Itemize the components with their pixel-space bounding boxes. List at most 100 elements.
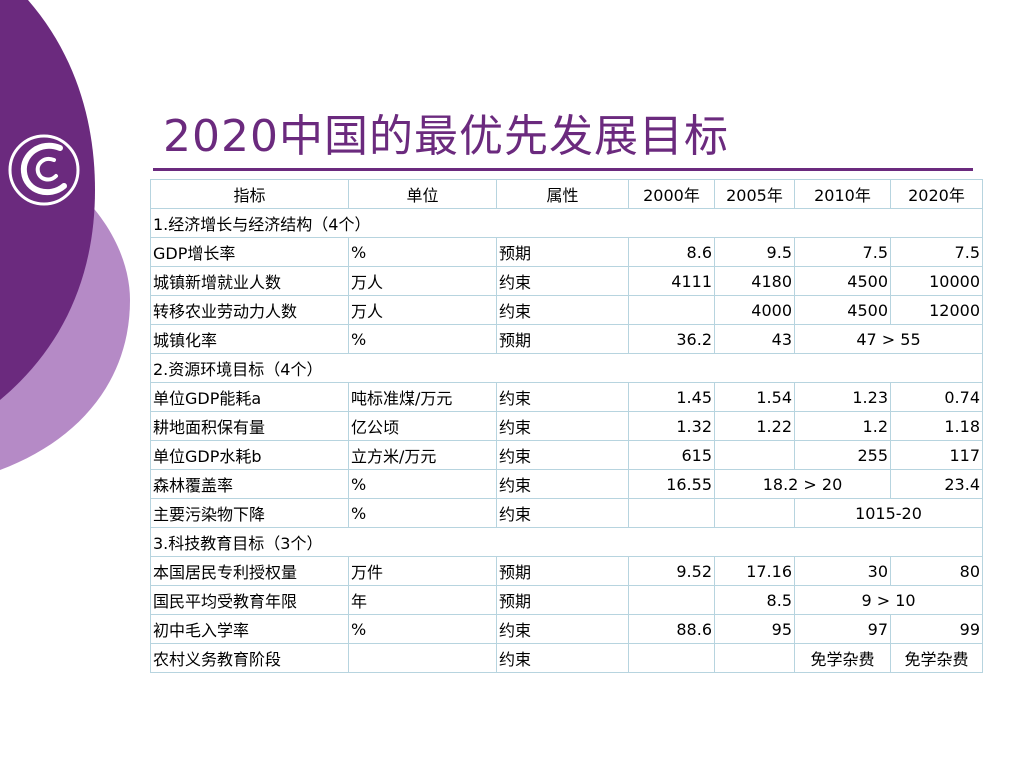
cell-unit: %: [348, 498, 497, 528]
table-row: 农村义务教育阶段 约束 免学杂费 免学杂费: [150, 643, 983, 673]
cell-attribute: 预期: [496, 556, 629, 586]
section-label: 3.科技教育目标（3个）: [150, 527, 983, 557]
cell-y2005: [714, 498, 795, 528]
cell-attribute: 约束: [496, 295, 629, 325]
targets-table: 指标 单位 属性 2000年 2005年 2010年 2020年 1.经济增长与…: [150, 179, 983, 673]
cell-indicator: GDP增长率: [150, 237, 349, 267]
cell-unit: %: [348, 469, 497, 499]
table-row: 城镇新增就业人数 万人 约束 4111 4180 4500 10000: [150, 266, 983, 296]
cell-indicator: 城镇新增就业人数: [150, 266, 349, 296]
cell-y2000: 88.6: [628, 614, 715, 644]
swirl-logo-icon: [8, 134, 80, 206]
cell-unit: %: [348, 324, 497, 354]
cell-y2010: 30: [794, 556, 891, 586]
section-label: 1.经济增长与经济结构（4个）: [150, 208, 983, 238]
title-underline: [153, 168, 973, 171]
table-row: 本国居民专利授权量 万件 预期 9.52 17.16 30 80: [150, 556, 983, 586]
cell-y2010: 1.23: [794, 382, 891, 412]
cell-y2020: 117: [890, 440, 983, 470]
cell-attribute: 预期: [496, 324, 629, 354]
cell-y2000: 4111: [628, 266, 715, 296]
cell-unit: [348, 643, 497, 673]
cell-attribute: 约束: [496, 266, 629, 296]
decorative-side-shapes: [0, 0, 130, 470]
cell-y2005: 43: [714, 324, 795, 354]
cell-indicator: 耕地面积保有量: [150, 411, 349, 441]
cell-y2020: 23.4: [890, 469, 983, 499]
cell-y2010: 7.5: [794, 237, 891, 267]
cell-y2005: 1.22: [714, 411, 795, 441]
cell-y2020: 7.5: [890, 237, 983, 267]
cell-y2005: 95: [714, 614, 795, 644]
cell-attribute: 约束: [496, 498, 629, 528]
cell-y2020: 1.18: [890, 411, 983, 441]
cell-attribute: 约束: [496, 643, 629, 673]
cell-y2010: 97: [794, 614, 891, 644]
table-row: 初中毛入学率% 约束 88.6 95 97 99: [150, 614, 983, 644]
cell-unit: 亿公顷: [348, 411, 497, 441]
cell-y2000: 1.45: [628, 382, 715, 412]
cell-y2005: [714, 440, 795, 470]
table-row: 城镇化率% 预期 36.2 43 47 > 55: [150, 324, 983, 354]
cell-attribute: 预期: [496, 237, 629, 267]
header-2005: 2005年: [714, 179, 795, 209]
cell-y2020: 免学杂费: [890, 643, 983, 673]
cell-indicator: 单位GDP水耗b: [150, 440, 349, 470]
cell-indicator: 单位GDP能耗a: [150, 382, 349, 412]
section-row: 2.资源环境目标（4个）: [150, 353, 983, 383]
cell-unit: 年: [348, 585, 497, 615]
header-2000: 2000年: [628, 179, 715, 209]
cell-attribute: 约束: [496, 411, 629, 441]
cell-unit: 万人: [348, 266, 497, 296]
cell-y2010: 9 > 10: [794, 585, 983, 615]
cell-y2000: 9.52: [628, 556, 715, 586]
cell-unit: 吨标准煤/万元: [348, 382, 497, 412]
cell-indicator: 初中毛入学率: [150, 614, 349, 644]
cell-y2005: 4180: [714, 266, 795, 296]
cell-y2000: 16.55: [628, 469, 715, 499]
table-row: GDP增长率% 预期 8.6 9.5 7.5 7.5: [150, 237, 983, 267]
header-unit: 单位: [348, 179, 497, 209]
cell-y2005: [714, 643, 795, 673]
table-header-row: 指标 单位 属性 2000年 2005年 2010年 2020年: [150, 179, 983, 209]
page-title: 2020中国的最优先发展目标: [163, 111, 729, 162]
section-row: 1.经济增长与经济结构（4个）: [150, 208, 983, 238]
section-row: 3.科技教育目标（3个）: [150, 527, 983, 557]
cell-y2005: 1.54: [714, 382, 795, 412]
cell-unit: 立方米/万元: [348, 440, 497, 470]
cell-y2000: [628, 585, 715, 615]
cell-y2010: 1015-20: [794, 498, 983, 528]
table-row: 转移农业劳动力人数 万人 约束 4000 4500 12000: [150, 295, 983, 325]
cell-y2010: 255: [794, 440, 891, 470]
header-2020: 2020年: [890, 179, 983, 209]
cell-y2005: 18.2 > 20: [714, 469, 891, 499]
cell-y2010: 免学杂费: [794, 643, 891, 673]
cell-attribute: 约束: [496, 614, 629, 644]
cell-y2005: 17.16: [714, 556, 795, 586]
cell-y2010: 1.2: [794, 411, 891, 441]
cell-y2020: 0.74: [890, 382, 983, 412]
header-attribute: 属性: [496, 179, 629, 209]
cell-y2020: 99: [890, 614, 983, 644]
cell-indicator: 森林覆盖率: [150, 469, 349, 499]
table-row: 国民平均受教育年限年预期 8.5 9 > 10: [150, 585, 983, 615]
table-row: 耕地面积保有量 亿公顷 约束 1.32 1.22 1.2 1.18: [150, 411, 983, 441]
cell-unit: %: [348, 614, 497, 644]
cell-unit: 万件: [348, 556, 497, 586]
cell-y2000: [628, 295, 715, 325]
cell-y2020: 10000: [890, 266, 983, 296]
table-row: 单位GDP能耗a 吨标准煤/万元 约束 1.45 1.54 1.23 0.74: [150, 382, 983, 412]
cell-unit: %: [348, 237, 497, 267]
cell-y2020: 80: [890, 556, 983, 586]
cell-indicator: 转移农业劳动力人数: [150, 295, 349, 325]
header-indicator: 指标: [150, 179, 349, 209]
cell-y2010: 47 > 55: [794, 324, 983, 354]
cell-y2020: 12000: [890, 295, 983, 325]
cell-indicator: 城镇化率: [150, 324, 349, 354]
cell-indicator: 国民平均受教育年限: [150, 585, 349, 615]
cell-attribute: 约束: [496, 440, 629, 470]
cell-y2000: 1.32: [628, 411, 715, 441]
table-row: 单位GDP水耗b 立方米/万元 约束 615 255 117: [150, 440, 983, 470]
cell-y2000: [628, 498, 715, 528]
cell-y2000: 8.6: [628, 237, 715, 267]
